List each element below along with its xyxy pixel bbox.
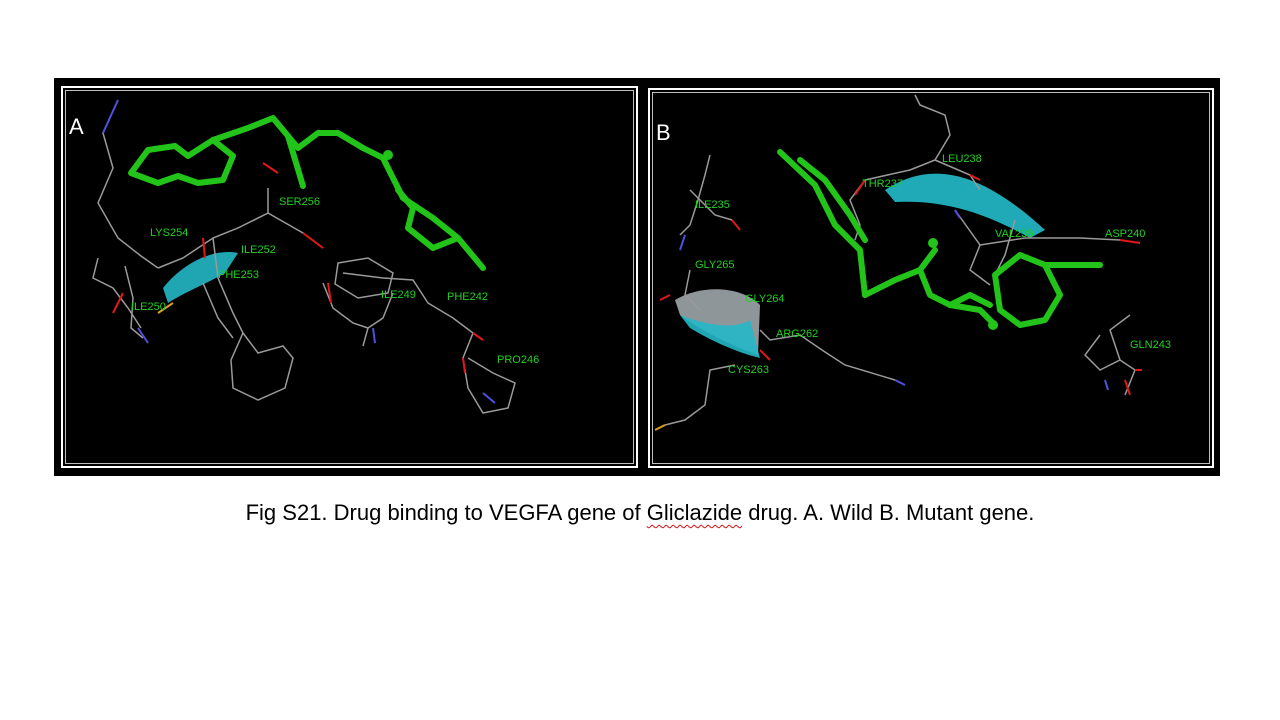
- figure-strip: SER256 LYS254 ILE252 PHE253 ILE250 ILE24…: [54, 78, 1220, 476]
- residue-label-b-7: GLY264: [745, 293, 785, 305]
- residue-label-b-9: CYS263: [728, 364, 769, 376]
- residue-sticks-b: [664, 94, 1136, 426]
- residue-label-b-2: THR237: [862, 178, 903, 190]
- panel-b-mutant: LEU238 THR237 ILE235 VAL239 ASP240 GLY26…: [648, 88, 1214, 468]
- residue-label-a-5: ILE250: [131, 301, 166, 313]
- panel-a-wild: SER256 LYS254 ILE252 PHE253 ILE250 ILE24…: [61, 86, 638, 468]
- residue-label-b-8: ARG262: [776, 328, 818, 340]
- panel-label-b: B: [656, 120, 671, 145]
- helix-ribbon-a: [163, 252, 238, 303]
- ligand-gliclazide-a: [128, 115, 486, 271]
- helix-ribbon-b-1: [885, 173, 1045, 238]
- figure-caption: Fig S21. Drug binding to VEGFA gene of G…: [0, 500, 1280, 526]
- residue-label-a-4: PHE253: [218, 269, 259, 281]
- residue-label-a-1: SER256: [279, 196, 320, 208]
- panel-label-a: A: [69, 114, 84, 139]
- residue-label-a-7: PHE242: [447, 291, 488, 303]
- ligand-atom-a: [383, 150, 393, 160]
- residue-label-b-1: LEU238: [942, 153, 982, 165]
- atom-highlights-a: [102, 99, 496, 404]
- residue-label-a-8: PRO246: [497, 354, 539, 366]
- caption-text-end: drug. A. Wild B. Mutant gene.: [742, 500, 1035, 525]
- residue-label-a-3: ILE252: [241, 244, 276, 256]
- residue-label-a-2: LYS254: [150, 227, 188, 239]
- ligand-atom-b-2: [988, 320, 998, 330]
- residue-label-b-5: ASP240: [1105, 228, 1145, 240]
- residue-label-b-4: VAL239: [995, 228, 1033, 240]
- ligand-gliclazide-b: [777, 149, 1103, 328]
- residue-label-b-6: GLY265: [695, 259, 735, 271]
- residue-label-a-6: ILE249: [381, 289, 416, 301]
- helix-ribbon-b-3: [680, 315, 760, 358]
- molecule-view-a: SER256 LYS254 ILE252 PHE253 ILE250 ILE24…: [92, 99, 539, 414]
- caption-drug-name: Gliclazide: [646, 500, 743, 525]
- caption-text-start: Fig S21. Drug binding to VEGFA gene of: [245, 500, 647, 525]
- molecule-view-b: LEU238 THR237 ILE235 VAL239 ASP240 GLY26…: [654, 94, 1171, 431]
- residue-label-b-10: GLN243: [1130, 339, 1171, 351]
- atom-highlights-b: [654, 174, 1142, 431]
- residue-label-b-3: ILE235: [695, 199, 730, 211]
- ligand-atom-b-1: [928, 238, 938, 248]
